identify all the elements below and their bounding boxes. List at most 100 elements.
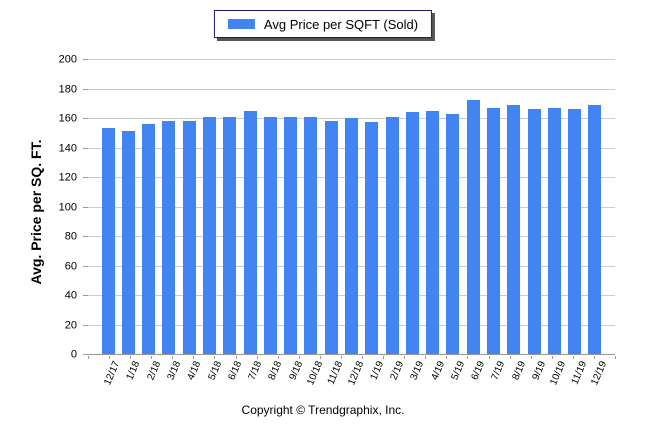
y-tick-label: 100 <box>58 201 77 213</box>
bar-3/18 <box>162 120 176 354</box>
x-tick <box>235 356 237 359</box>
bar-4/19 <box>426 110 440 354</box>
x-tick-label: 8/18 <box>266 359 285 382</box>
x-tick-label: 2/18 <box>145 359 163 382</box>
bar-slot <box>402 60 422 354</box>
bar-6/18 <box>223 116 237 354</box>
x-tick <box>277 356 279 359</box>
bar-slot <box>524 60 544 354</box>
y-tick-label: 120 <box>58 171 77 184</box>
bar-2/19 <box>385 116 399 354</box>
bar-8/18 <box>263 116 277 354</box>
bar-slot <box>321 60 341 354</box>
y-tick-label: 180 <box>58 83 77 95</box>
y-tick <box>83 59 88 60</box>
x-tick <box>467 356 469 359</box>
gridline <box>88 59 615 60</box>
x-tick <box>362 356 364 359</box>
x-tick <box>572 356 574 359</box>
bar-6/19 <box>466 100 480 354</box>
x-tick <box>88 356 89 359</box>
y-axis-labels: 0 20 40 60 80 100 120 140 160 180 200 <box>0 54 88 360</box>
x-tick <box>404 356 406 359</box>
bar-10/18 <box>304 116 318 354</box>
bar-11/18 <box>324 120 338 354</box>
y-tick <box>83 324 88 326</box>
bar-slot <box>504 60 524 354</box>
bar-slot <box>341 60 361 354</box>
x-tick <box>130 356 132 359</box>
x-tick <box>109 356 111 359</box>
x-tick-label: 12/17 <box>102 359 123 387</box>
legend: Avg Price per SQFT (Sold) <box>213 10 433 38</box>
bar-slot <box>220 60 240 354</box>
y-tick <box>83 88 88 90</box>
bar-slot <box>544 60 564 354</box>
y-tick <box>83 118 88 119</box>
bar-9/18 <box>284 116 298 354</box>
x-tick-label: 9/18 <box>287 359 305 382</box>
bar-slot <box>98 60 118 354</box>
x-tick-label: 9/19 <box>530 359 549 382</box>
x-tick <box>298 356 300 359</box>
bar-8/19 <box>507 104 521 354</box>
x-axis-labels: 12/17 1/18 2/18 3/18 4/18 5/18 6/18 7/18 8/18 9/1… <box>88 356 616 402</box>
bar-slot <box>281 60 301 354</box>
x-tick <box>446 356 448 359</box>
bar-slot <box>139 60 159 354</box>
bar-slot <box>301 60 321 354</box>
x-tick-label: 2/19 <box>388 359 407 382</box>
y-tick <box>83 147 88 149</box>
copyright-text: Copyright © Trendgraphix, Inc. <box>241 403 405 417</box>
bar-7/18 <box>243 110 257 354</box>
bar-slot <box>585 60 605 354</box>
y-tick <box>83 177 88 178</box>
bar-12/18 <box>345 118 359 354</box>
bar-slot <box>159 60 179 354</box>
bar-5/19 <box>446 113 460 354</box>
x-tick-label: 4/18 <box>185 359 204 382</box>
bar-7/19 <box>486 107 500 354</box>
bar-4/18 <box>182 120 196 354</box>
bar-slot <box>382 60 402 354</box>
x-tick <box>256 356 258 359</box>
x-tick-label: 10/18 <box>305 359 326 387</box>
x-tick-label: 4/19 <box>429 359 447 382</box>
bar-12/19 <box>588 104 602 354</box>
bars <box>98 60 605 354</box>
bar-slot <box>199 60 219 354</box>
x-tick-label: 12/18 <box>345 359 366 387</box>
bar-1/18 <box>121 131 135 354</box>
x-tick-label: 10/19 <box>548 359 569 387</box>
y-tick-label: 140 <box>58 142 77 154</box>
x-tick <box>340 356 342 359</box>
x-tick-label: 3/18 <box>165 359 184 382</box>
gridline <box>88 88 615 90</box>
bar-slot <box>362 60 382 354</box>
bar-2/18 <box>142 123 156 354</box>
x-tick-label: 1/19 <box>368 359 386 382</box>
x-tick-label: 3/19 <box>408 359 427 382</box>
bar-10/19 <box>547 107 561 354</box>
x-tick-label: 6/18 <box>226 359 245 382</box>
bar-slot <box>260 60 280 354</box>
bar-slot <box>423 60 443 354</box>
x-tick <box>551 356 553 359</box>
x-tick <box>509 356 511 359</box>
x-tick-label: 7/19 <box>489 359 508 382</box>
x-tick <box>319 356 321 359</box>
bar-slot <box>240 60 260 354</box>
x-tick <box>425 356 427 359</box>
x-tick-label: 5/18 <box>206 359 224 382</box>
x-tick <box>615 356 616 359</box>
x-tick-label: 7/18 <box>246 359 265 382</box>
legend-swatch <box>227 19 255 29</box>
y-tick-label: 40 <box>64 289 77 302</box>
bar-slot <box>564 60 584 354</box>
x-tick-label: 11/19 <box>569 359 589 387</box>
x-tick-label: 6/19 <box>469 359 488 382</box>
x-tick-label: 8/19 <box>510 359 528 382</box>
x-tick <box>383 356 385 359</box>
y-tick-label: 200 <box>58 53 77 66</box>
